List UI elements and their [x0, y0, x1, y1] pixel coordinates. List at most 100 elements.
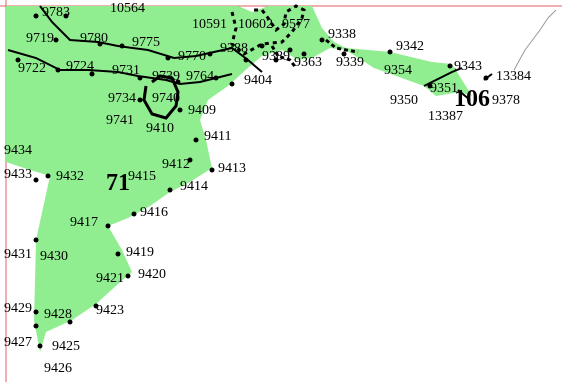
node-label-10602: 10602 — [238, 17, 273, 32]
node-label-9378: 9378 — [492, 93, 520, 108]
node-point — [447, 63, 453, 69]
node-point — [175, 79, 181, 85]
node-label-9432: 9432 — [56, 169, 84, 184]
node-point — [93, 303, 99, 309]
node-point — [243, 57, 249, 63]
node-label-9413: 9413 — [218, 161, 246, 176]
node-point — [483, 75, 489, 81]
node-point — [213, 75, 219, 81]
node-point — [187, 157, 193, 163]
node-label-13387: 13387 — [428, 109, 463, 124]
node-label-9409: 9409 — [188, 103, 216, 118]
node-point — [137, 75, 143, 81]
node-label-9741: 9741 — [106, 113, 134, 128]
node-point — [45, 173, 51, 179]
node-label-9354: 9354 — [384, 63, 412, 78]
node-label-9423: 9423 — [96, 303, 124, 318]
node-point — [63, 13, 69, 19]
node-label-10591: 10591 — [192, 17, 227, 32]
node-point — [301, 51, 307, 57]
node-label-9412: 9412 — [162, 157, 190, 172]
node-point — [167, 187, 173, 193]
node-label-9740: 9740 — [152, 91, 180, 106]
node-point — [131, 211, 137, 217]
boundary-main — [39, 5, 263, 73]
node-point — [207, 51, 213, 57]
node-point — [137, 97, 143, 103]
node-point — [229, 81, 235, 87]
node-point — [105, 223, 111, 229]
boundary-dashed-2 — [270, 38, 359, 69]
node-point — [427, 83, 433, 89]
node-label-9731: 9731 — [112, 63, 140, 78]
node-label-9434: 9434 — [4, 143, 32, 158]
node-point — [33, 237, 39, 243]
node-point — [33, 309, 39, 315]
node-label-9350: 9350 — [390, 93, 418, 108]
node-point — [97, 41, 103, 47]
node-point — [89, 71, 95, 77]
node-label-9421: 9421 — [96, 271, 124, 286]
node-point — [273, 57, 279, 63]
node-point — [319, 37, 325, 43]
node-point — [67, 319, 73, 325]
node-label-9343: 9343 — [454, 59, 482, 74]
node-label-9410: 9410 — [146, 121, 174, 136]
node-label-9577: 9577 — [282, 17, 310, 32]
node-label-9342: 9342 — [396, 39, 424, 54]
node-point — [193, 137, 199, 143]
region-71-label: 71 — [106, 170, 130, 196]
node-point — [15, 57, 21, 63]
node-label-9339: 9339 — [336, 55, 364, 70]
node-label-9415: 9415 — [128, 169, 156, 184]
node-label-9724: 9724 — [66, 59, 94, 74]
region-106-label: 106 — [454, 86, 490, 112]
node-label-9404: 9404 — [244, 73, 272, 88]
node-point — [165, 55, 171, 61]
node-label-9429: 9429 — [4, 301, 32, 316]
node-point — [259, 43, 265, 49]
node-label-9363: 9363 — [294, 55, 322, 70]
node-label-9419: 9419 — [126, 245, 154, 260]
node-label-9428: 9428 — [44, 307, 72, 322]
node-label-9722: 9722 — [18, 61, 46, 76]
node-label-9417: 9417 — [70, 215, 98, 230]
node-label-9433: 9433 — [4, 167, 32, 182]
region-71-shape — [6, 6, 472, 352]
node-label-9775: 9775 — [132, 35, 160, 50]
node-label-9389: 9389 — [262, 49, 290, 64]
node-label-9425: 9425 — [52, 339, 80, 354]
node-point — [287, 47, 293, 53]
node-label-13384: 13384 — [496, 69, 531, 84]
node-label-9739: 9739 — [152, 69, 180, 84]
node-point — [53, 37, 59, 43]
node-label-9783: 9783 — [42, 5, 70, 20]
node-label-10564: 10564 — [110, 1, 145, 16]
node-label-9764: 9764 — [186, 69, 214, 84]
node-label-9427: 9427 — [4, 335, 32, 350]
node-point — [177, 107, 183, 113]
node-point — [55, 67, 61, 73]
outline-boundary — [513, 9, 557, 71]
node-point — [119, 43, 125, 49]
node-label-9770: 9770 — [178, 49, 206, 64]
node-label-9431: 9431 — [4, 247, 32, 262]
node-label-9420: 9420 — [138, 267, 166, 282]
node-point — [33, 177, 39, 183]
node-label-9426: 9426 — [44, 361, 72, 376]
node-label-9338: 9338 — [328, 27, 356, 42]
node-label-9388: 9388 — [220, 41, 248, 56]
node-point — [125, 273, 131, 279]
boundary-dashed — [230, 4, 306, 56]
node-label-9780: 9780 — [80, 31, 108, 46]
node-point — [37, 343, 43, 349]
node-label-9411: 9411 — [204, 129, 231, 144]
node-label-9430: 9430 — [40, 249, 68, 264]
node-point — [33, 323, 39, 329]
node-label-9351: 9351 — [430, 81, 458, 96]
node-label-9719: 9719 — [26, 31, 54, 46]
node-point — [387, 49, 393, 55]
boundary-loop — [142, 74, 180, 120]
